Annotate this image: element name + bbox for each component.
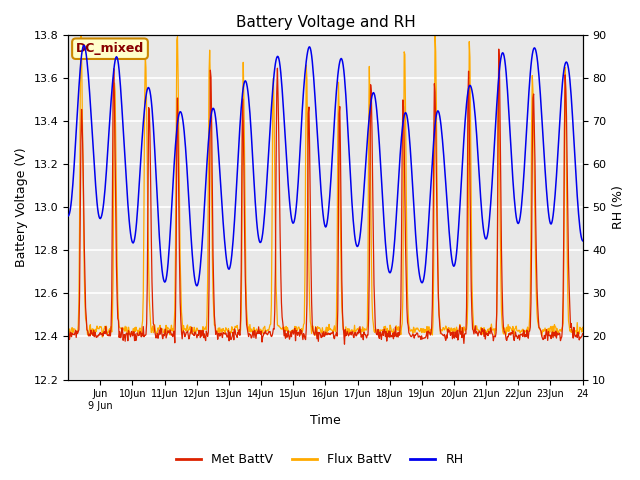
Y-axis label: RH (%): RH (%) [612,185,625,229]
Legend: Met BattV, Flux BattV, RH: Met BattV, Flux BattV, RH [172,448,468,471]
Title: Battery Voltage and RH: Battery Voltage and RH [236,15,415,30]
X-axis label: Time: Time [310,414,340,427]
Text: DC_mixed: DC_mixed [76,42,144,55]
Y-axis label: Battery Voltage (V): Battery Voltage (V) [15,148,28,267]
